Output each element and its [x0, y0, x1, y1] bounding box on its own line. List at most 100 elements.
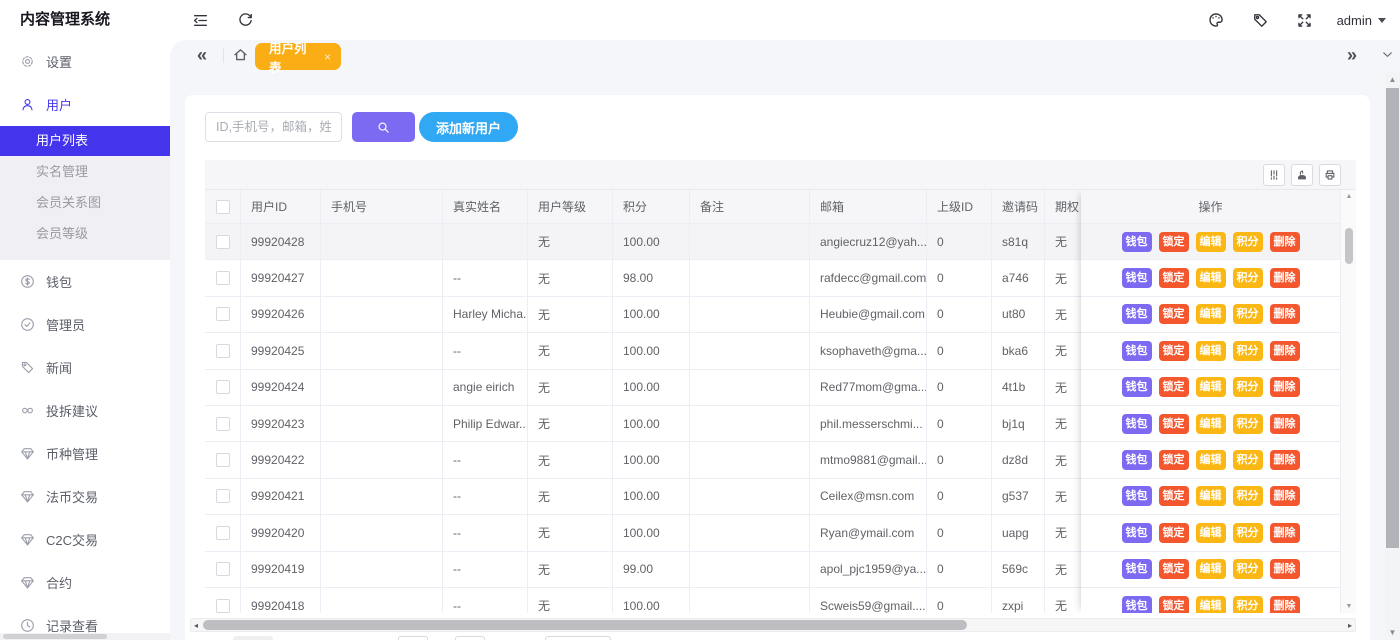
row-checkbox[interactable]: [215, 343, 230, 358]
action-delete-button[interactable]: 删除: [1269, 450, 1300, 471]
select-all-checkbox[interactable]: [215, 199, 230, 214]
action-delete-button[interactable]: 删除: [1269, 559, 1300, 580]
tag-icon[interactable]: [1252, 12, 1269, 29]
tab-user-list[interactable]: 用户列表 ×: [255, 42, 341, 75]
vertical-scroll-thumb[interactable]: [1345, 228, 1353, 264]
scroll-left-arrow[interactable]: ◂: [194, 621, 199, 630]
action-points-button[interactable]: 积分: [1232, 450, 1263, 471]
home-icon[interactable]: [232, 46, 249, 63]
fullscreen-icon[interactable]: [1296, 12, 1313, 29]
action-lock-button[interactable]: 锁定: [1158, 268, 1189, 289]
sidebar-subitem-1[interactable]: 实名管理: [36, 164, 89, 179]
sidebar-subitem-3[interactable]: 会员等级: [36, 226, 89, 241]
row-checkbox[interactable]: [215, 453, 230, 468]
paint-bucket-button[interactable]: [1291, 164, 1313, 186]
action-lock-button[interactable]: 锁定: [1158, 450, 1189, 471]
action-edit-button[interactable]: 编辑: [1195, 595, 1226, 613]
row-checkbox[interactable]: [215, 307, 230, 322]
row-checkbox[interactable]: [215, 380, 230, 395]
table-vertical-scrollbar[interactable]: ▲ ▼: [1340, 190, 1356, 613]
action-wallet-button[interactable]: 钱包: [1121, 304, 1152, 325]
action-wallet-button[interactable]: 钱包: [1121, 486, 1152, 507]
action-points-button[interactable]: 积分: [1232, 559, 1263, 580]
sidebar-item-4[interactable]: 新闻: [0, 346, 170, 389]
action-wallet-button[interactable]: 钱包: [1121, 377, 1152, 398]
page-scroll-thumb[interactable]: [1386, 88, 1399, 548]
sidebar-item-0[interactable]: 设置: [0, 40, 170, 83]
sidebar-scrollbar[interactable]: [0, 633, 170, 640]
sidebar-item-8[interactable]: C2C交易: [0, 518, 170, 561]
add-user-button[interactable]: 添加新用户: [419, 112, 518, 142]
action-points-button[interactable]: 积分: [1232, 486, 1263, 507]
action-edit-button[interactable]: 编辑: [1195, 304, 1226, 325]
action-edit-button[interactable]: 编辑: [1195, 377, 1226, 398]
scroll-up-arrow[interactable]: ▲: [1345, 193, 1353, 200]
page-scroll-up-arrow[interactable]: ▲: [1388, 75, 1397, 84]
action-edit-button[interactable]: 编辑: [1195, 450, 1226, 471]
sidebar-item-6[interactable]: 币种管理: [0, 432, 170, 475]
action-delete-button[interactable]: 删除: [1269, 522, 1300, 543]
action-edit-button[interactable]: 编辑: [1195, 340, 1226, 361]
action-wallet-button[interactable]: 钱包: [1121, 268, 1152, 289]
row-checkbox[interactable]: [215, 525, 230, 540]
action-lock-button[interactable]: 锁定: [1158, 559, 1189, 580]
search-input[interactable]: [205, 112, 342, 142]
row-checkbox[interactable]: [215, 489, 230, 504]
action-edit-button[interactable]: 编辑: [1195, 231, 1226, 252]
sidebar-item-1[interactable]: 用户: [0, 83, 170, 126]
pagination-control[interactable]: [233, 636, 273, 640]
action-points-button[interactable]: 积分: [1232, 522, 1263, 543]
scroll-right-arrow[interactable]: ▸: [1347, 621, 1352, 630]
action-lock-button[interactable]: 锁定: [1158, 522, 1189, 543]
row-checkbox[interactable]: [215, 234, 230, 249]
theme-palette-icon[interactable]: [1207, 11, 1225, 29]
menu-fold-icon[interactable]: [192, 12, 209, 29]
sidebar-item-2[interactable]: 钱包: [0, 260, 170, 303]
action-delete-button[interactable]: 删除: [1269, 268, 1300, 289]
action-points-button[interactable]: 积分: [1232, 268, 1263, 289]
search-button[interactable]: [352, 112, 415, 142]
horizontal-scroll-thumb[interactable]: [203, 620, 967, 630]
table-horizontal-scrollbar[interactable]: ◂ ▸: [190, 618, 1356, 632]
action-delete-button[interactable]: 删除: [1269, 304, 1300, 325]
action-lock-button[interactable]: 锁定: [1158, 595, 1189, 613]
tabs-scroll-left[interactable]: «: [197, 45, 208, 65]
action-lock-button[interactable]: 锁定: [1158, 340, 1189, 361]
sidebar-item-10[interactable]: 记录查看: [0, 604, 170, 640]
action-delete-button[interactable]: 删除: [1269, 231, 1300, 252]
action-points-button[interactable]: 积分: [1232, 595, 1263, 613]
user-menu[interactable]: admin: [1337, 0, 1386, 40]
action-delete-button[interactable]: 删除: [1269, 340, 1300, 361]
row-checkbox[interactable]: [215, 271, 230, 286]
action-delete-button[interactable]: 删除: [1269, 413, 1300, 434]
action-delete-button[interactable]: 删除: [1269, 377, 1300, 398]
sidebar-item-5[interactable]: 投拆建议: [0, 389, 170, 432]
action-wallet-button[interactable]: 钱包: [1121, 231, 1152, 252]
action-edit-button[interactable]: 编辑: [1195, 268, 1226, 289]
sidebar-item-9[interactable]: 合约: [0, 561, 170, 604]
action-edit-button[interactable]: 编辑: [1195, 486, 1226, 507]
row-checkbox[interactable]: [215, 562, 230, 577]
row-checkbox[interactable]: [215, 416, 230, 431]
page-scroll-down-arrow[interactable]: ▼: [1388, 628, 1397, 637]
action-points-button[interactable]: 积分: [1232, 304, 1263, 325]
sidebar-item-7[interactable]: 法币交易: [0, 475, 170, 518]
tabs-dropdown-icon[interactable]: [1380, 47, 1395, 62]
pagination-control[interactable]: [545, 636, 611, 640]
action-lock-button[interactable]: 锁定: [1158, 231, 1189, 252]
action-lock-button[interactable]: 锁定: [1158, 377, 1189, 398]
action-lock-button[interactable]: 锁定: [1158, 413, 1189, 434]
sidebar-scrollbar-thumb[interactable]: [3, 634, 107, 639]
action-wallet-button[interactable]: 钱包: [1121, 559, 1152, 580]
action-lock-button[interactable]: 锁定: [1158, 304, 1189, 325]
tab-close-icon[interactable]: ×: [323, 49, 331, 64]
scroll-down-arrow[interactable]: ▼: [1345, 603, 1353, 610]
action-points-button[interactable]: 积分: [1232, 413, 1263, 434]
pagination-control[interactable]: [455, 636, 485, 640]
action-lock-button[interactable]: 锁定: [1158, 486, 1189, 507]
print-button[interactable]: [1319, 164, 1341, 186]
column-settings-button[interactable]: [1263, 164, 1285, 186]
sidebar-subitem-0[interactable]: 用户列表: [0, 126, 170, 156]
action-wallet-button[interactable]: 钱包: [1121, 413, 1152, 434]
action-delete-button[interactable]: 删除: [1269, 486, 1300, 507]
